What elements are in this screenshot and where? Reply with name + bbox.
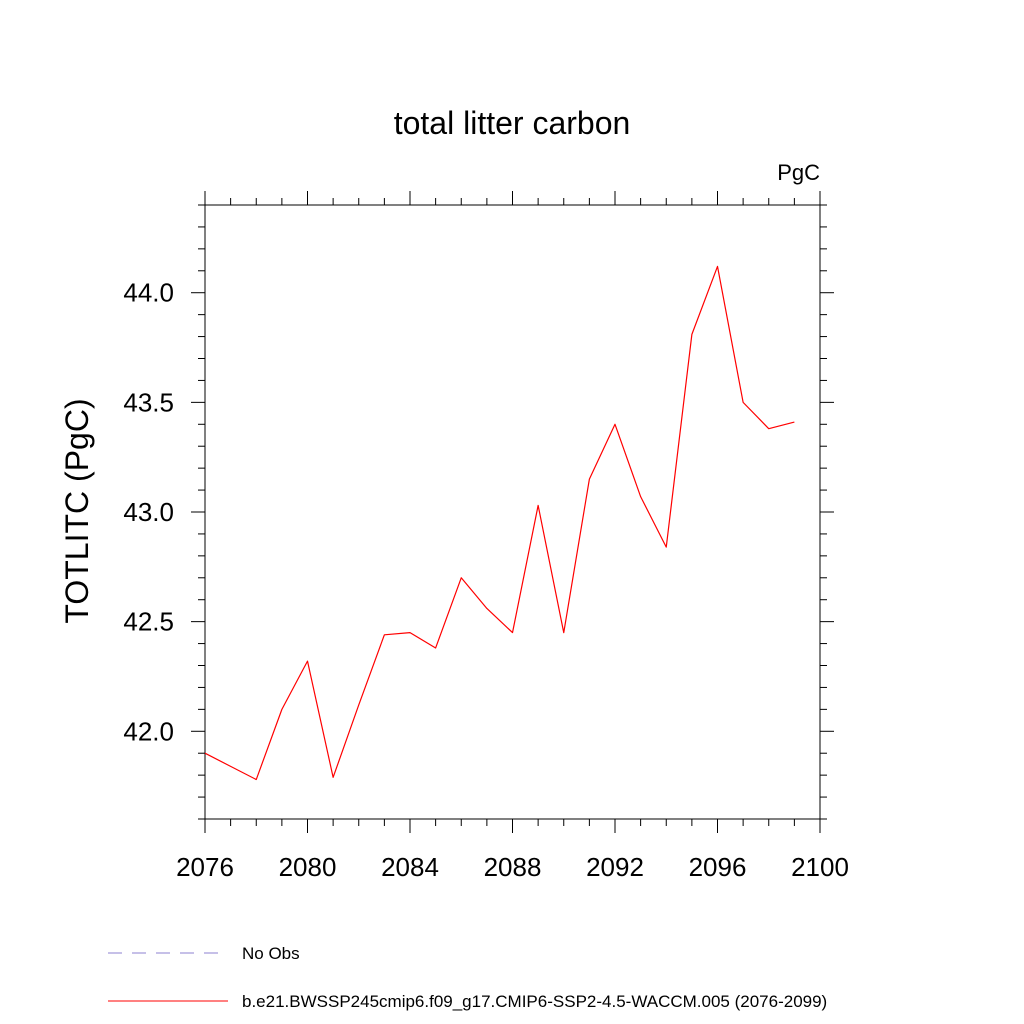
x-tick-label: 2092: [586, 852, 644, 882]
y-axis-title: TOTLITC (PgC): [59, 398, 95, 623]
x-tick-label: 2096: [689, 852, 747, 882]
axis-ticks: [191, 191, 834, 833]
axis-tick-labels: 2076 2080 2084 2088 2092 2096 2100 42.0 42.5 43.0…: [123, 278, 849, 882]
y-tick-label: 43.5: [123, 387, 174, 417]
x-tick-label: 2088: [484, 852, 542, 882]
y-tick-label: 42.0: [123, 716, 174, 746]
y-tick-label: 43.0: [123, 497, 174, 527]
x-tick-label: 2100: [791, 852, 849, 882]
units-label: PgC: [777, 160, 820, 185]
y-tick-label: 42.5: [123, 607, 174, 637]
series-line: [204, 265, 795, 781]
legend: No Obs b.e21.BWSSP245cmip6.f09_g17.CMIP6-…: [108, 944, 827, 1011]
legend-label: No Obs: [242, 944, 300, 963]
x-tick-label: 2080: [279, 852, 337, 882]
x-tick-label: 2084: [381, 852, 439, 882]
x-tick-label: 2076: [176, 852, 234, 882]
series-layer: [204, 265, 795, 781]
y-tick-label: 44.0: [123, 278, 174, 308]
chart-title: total litter carbon: [394, 105, 631, 141]
plot-frame: [204, 204, 821, 820]
legend-label: b.e21.BWSSP245cmip6.f09_g17.CMIP6-SSP2-4…: [242, 992, 827, 1011]
